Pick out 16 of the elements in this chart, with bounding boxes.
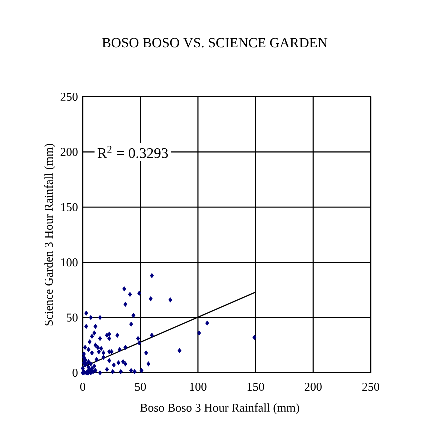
y-tick-label: 50 (67, 314, 78, 322)
chart-title: BOSO BOSO VS. SCIENCE GARDEN (102, 38, 328, 48)
y-tick-label: 250 (60, 92, 78, 102)
y-tick-label: 100 (61, 258, 78, 267)
x-tick-label: 200 (304, 383, 322, 392)
x-tick-label: 0 (80, 383, 86, 392)
x-tick-label: 150 (248, 383, 264, 392)
y-tick-label: 200 (60, 148, 78, 156)
x-tick-label: 100 (190, 383, 207, 392)
x-tick-label: 50 (135, 383, 146, 392)
x-tick-label: 250 (362, 383, 380, 392)
y-tick-label: 0 (72, 368, 78, 378)
x-axis-title: Boso Boso 3 Hour Rainfall (mm) (140, 404, 300, 414)
y-tick-label: 150 (61, 203, 78, 212)
annotation: R$^{2}$ = 0.3293 (98, 146, 168, 158)
y-axis-title: Science Garden 3 Hour Rainfall (mm) (44, 144, 56, 326)
